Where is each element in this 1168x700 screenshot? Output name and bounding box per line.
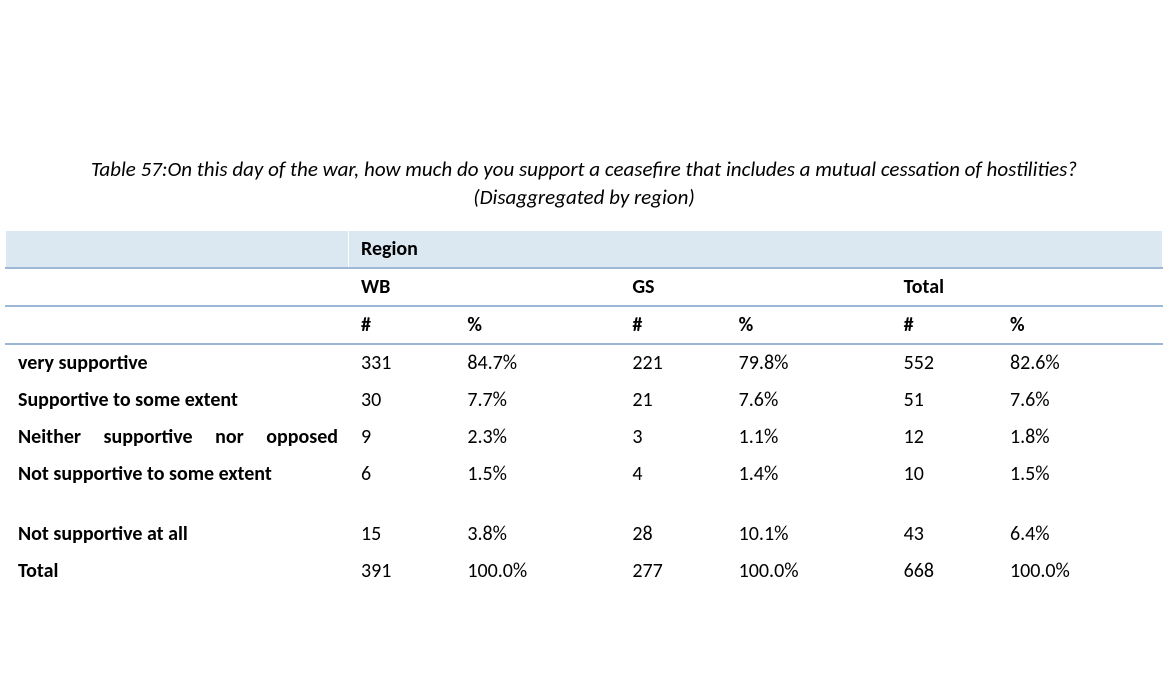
blank-sub [6,268,349,306]
wb-count-hdr: # [349,306,455,344]
caption-line-2: (Disaggregated by region) [473,184,695,210]
gs-count-hdr: # [620,306,726,344]
t-count-hdr: # [891,306,997,344]
cell: 4 [620,455,726,515]
cell: 100.0% [997,552,1162,589]
gs-header: GS [620,268,891,306]
cell: 331 [349,344,455,382]
blank-corner [6,230,349,268]
cell: 10.1% [726,515,891,552]
header-row-3: # % # % # % [6,306,1163,344]
cell: 9 [349,418,455,455]
row-label: very supportive [6,344,349,382]
table-row: Total 391 100.0% 277 100.0% 668 100.0% [6,552,1163,589]
table-caption: Table 57:On this day of the war, how muc… [14,0,1154,212]
table-row: Supportive to some extent 30 7.7% 21 7.6… [6,381,1163,418]
cell: 1.1% [726,418,891,455]
row-label: Not supportive to some extent [6,455,349,515]
cell: 1.8% [997,418,1162,455]
survey-table: Region WB GS Total # % # % # % very supp… [5,230,1163,590]
cell: 51 [891,381,997,418]
header-row-2: WB GS Total [6,268,1163,306]
total-header: Total [891,268,1162,306]
cell: 1.4% [726,455,891,515]
cell: 43 [891,515,997,552]
cell: 10 [891,455,997,515]
blank-sub2 [6,306,349,344]
cell: 552 [891,344,997,382]
table-row: Not supportive to some extent 6 1.5% 4 1… [6,455,1163,515]
cell: 668 [891,552,997,589]
cell: 391 [349,552,455,589]
cell: 6.4% [997,515,1162,552]
cell: 12 [891,418,997,455]
cell: 84.7% [455,344,620,382]
cell: 7.6% [997,381,1162,418]
table-row: very supportive 331 84.7% 221 79.8% 552 … [6,344,1163,382]
cell: 79.8% [726,344,891,382]
cell: 82.6% [997,344,1162,382]
row-label: Neither supportive nor opposed [6,418,349,455]
cell: 6 [349,455,455,515]
cell: 7.6% [726,381,891,418]
region-header: Region [349,230,1163,268]
gs-pct-hdr: % [726,306,891,344]
cell: 3.8% [455,515,620,552]
row-label: Not supportive at all [6,515,349,552]
cell: 15 [349,515,455,552]
caption-line-1: Table 57:On this day of the war, how muc… [91,156,1077,182]
wb-header: WB [349,268,620,306]
cell: 7.7% [455,381,620,418]
cell: 277 [620,552,726,589]
cell: 1.5% [455,455,620,515]
row-label: Total [6,552,349,589]
cell: 21 [620,381,726,418]
cell: 100.0% [726,552,891,589]
table-row: Not supportive at all 15 3.8% 28 10.1% 4… [6,515,1163,552]
header-row-1: Region [6,230,1163,268]
cell: 221 [620,344,726,382]
cell: 28 [620,515,726,552]
table-row: Neither supportive nor opposed 9 2.3% 3 … [6,418,1163,455]
cell: 1.5% [997,455,1162,515]
row-label: Supportive to some extent [6,381,349,418]
cell: 3 [620,418,726,455]
t-pct-hdr: % [997,306,1162,344]
cell: 100.0% [455,552,620,589]
cell: 30 [349,381,455,418]
cell: 2.3% [455,418,620,455]
wb-pct-hdr: % [455,306,620,344]
